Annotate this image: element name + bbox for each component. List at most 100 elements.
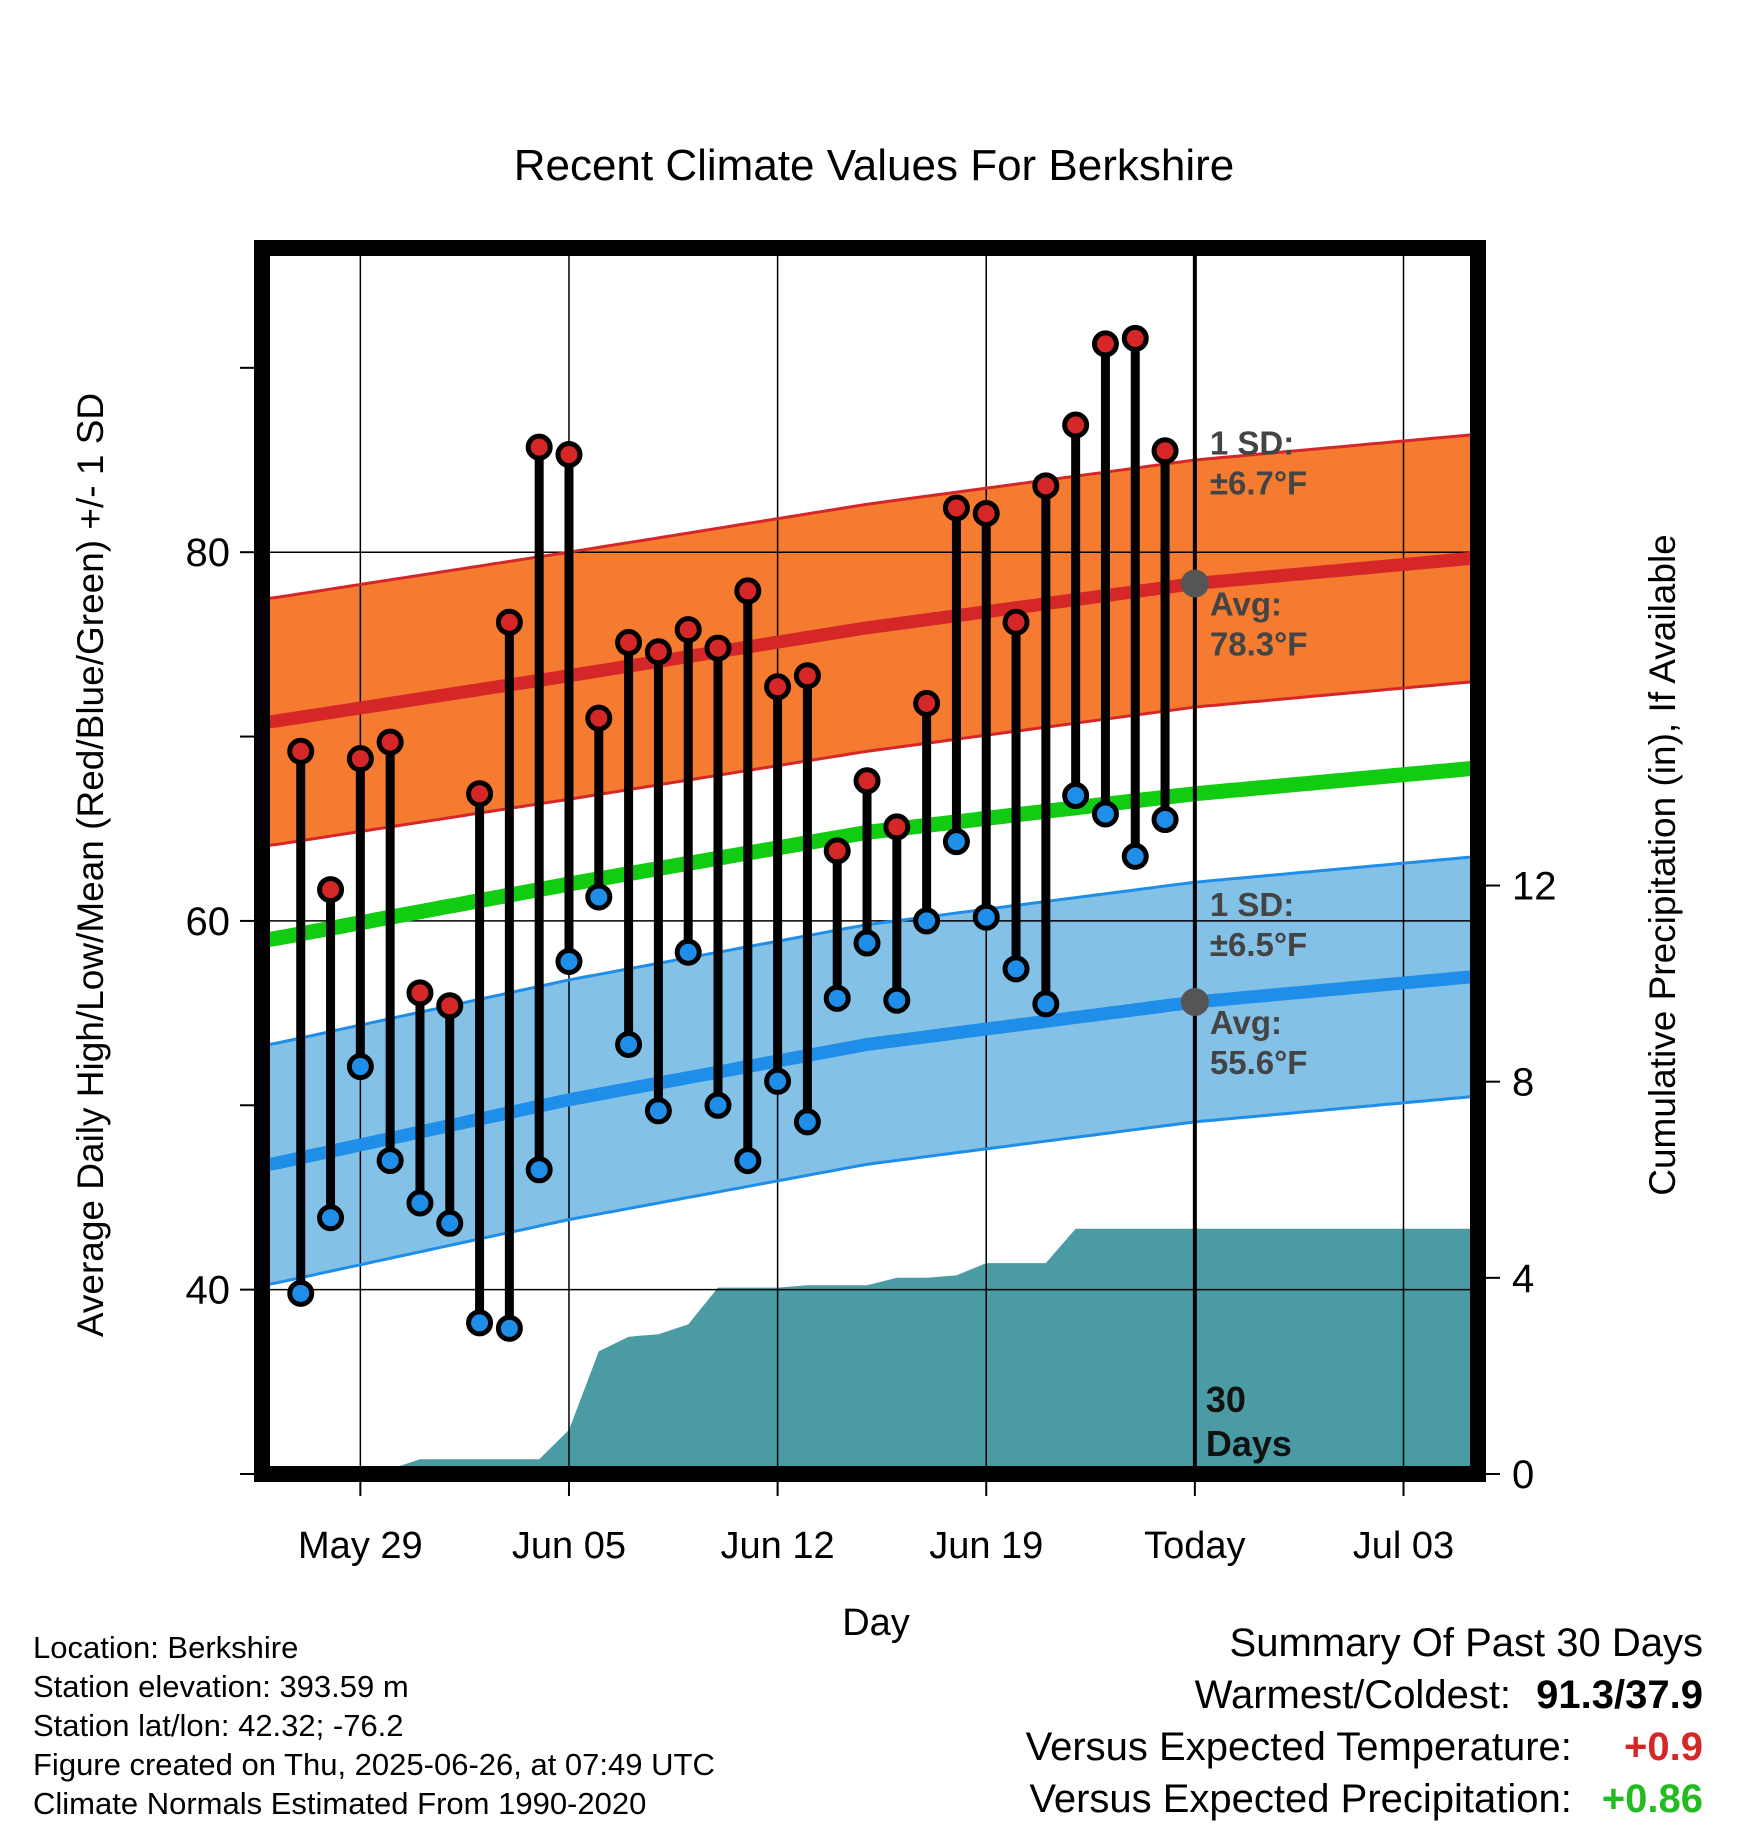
low-point	[674, 938, 702, 966]
precip-value: +0.86	[1601, 1777, 1703, 1821]
plot-frame	[254, 240, 1486, 1482]
high-point	[823, 837, 851, 865]
high-point	[495, 608, 523, 636]
today-days-label: 30	[1206, 1379, 1246, 1420]
y2-axis-label: Cumulative Precipitation (in), If Availa…	[1642, 534, 1683, 1196]
x-tick-label: Jul 03	[1353, 1525, 1454, 1567]
elevation-text: Station elevation: 393.59 m	[33, 1669, 409, 1704]
low-point	[913, 907, 941, 935]
low-point	[406, 1189, 434, 1217]
low-point	[1062, 782, 1090, 810]
station-info: Location: Berkshire Station elevation: 3…	[33, 1628, 715, 1823]
high-avg-label: Avg:	[1210, 586, 1282, 623]
warm-cold-row: Warmest/Coldest: 91.3/37.9	[1026, 1669, 1703, 1721]
high-point	[704, 634, 732, 662]
x-tick-label: Jun 19	[929, 1525, 1043, 1567]
low-point	[942, 828, 970, 856]
summary-heading: Summary Of Past 30 Days	[1229, 1621, 1703, 1665]
high-point	[525, 433, 553, 461]
high-point	[644, 638, 672, 666]
y-tick-label: 40	[186, 1269, 231, 1313]
precip-area	[270, 1228, 1478, 1474]
normals-text: Climate Normals Estimated From 1990-2020	[33, 1786, 647, 1821]
high-point	[436, 992, 464, 1020]
low-point	[734, 1147, 762, 1175]
y2-tick-label: 0	[1512, 1453, 1534, 1497]
low-point	[1091, 800, 1119, 828]
high-point	[287, 737, 315, 765]
y-tick-label: 60	[186, 900, 231, 944]
low-point	[1032, 990, 1060, 1018]
high-point	[406, 979, 434, 1007]
y2-tick-label: 8	[1512, 1061, 1534, 1105]
high-point	[764, 673, 792, 701]
x-tick-label: Jun 05	[512, 1525, 626, 1567]
high-point	[972, 499, 1000, 527]
high-normal-line	[262, 551, 1478, 729]
low-sd-value: ±6.5°F	[1210, 926, 1307, 963]
high-sd-lower-edge	[262, 679, 1477, 847]
low-normal-line	[262, 969, 1478, 1171]
low-point	[1151, 806, 1179, 834]
low-point	[317, 1204, 345, 1232]
temp-label: Versus Expected Temperature:	[1025, 1725, 1572, 1769]
temp-value: +0.9	[1624, 1725, 1703, 1769]
high-sd-value: ±6.7°F	[1210, 465, 1307, 502]
low-point	[793, 1108, 821, 1136]
plot-interior	[262, 248, 1478, 1474]
high-point	[346, 745, 374, 773]
summary-panel: Summary Of Past 30 Days Warmest/Coldest:…	[1026, 1617, 1703, 1825]
location-text: Location: Berkshire	[33, 1630, 299, 1665]
low-point	[346, 1053, 374, 1081]
warm-cold-value: 91.3/37.9	[1536, 1673, 1703, 1717]
low-point	[972, 903, 1000, 931]
low-sd-lower-edge	[262, 1094, 1477, 1286]
high-sd-upper-edge	[262, 432, 1477, 600]
high-point	[1002, 608, 1030, 636]
x-tick-label: Today	[1144, 1525, 1245, 1567]
high-point	[585, 704, 613, 732]
low-avg-label: Avg:	[1210, 1004, 1282, 1041]
low-point	[853, 929, 881, 957]
x-tick-label: Jun 12	[721, 1525, 835, 1567]
precip-row: Versus Expected Precipitation: +0.86	[1026, 1773, 1703, 1825]
high-point	[913, 689, 941, 717]
today-days-label: Days	[1206, 1423, 1292, 1464]
high-point	[1062, 411, 1090, 439]
x-axis-label: Day	[842, 1602, 910, 1644]
created-text: Figure created on Thu, 2025-06-26, at 07…	[33, 1747, 715, 1782]
high-point	[793, 662, 821, 690]
precip-label: Versus Expected Precipitation:	[1029, 1777, 1572, 1821]
warm-cold-label: Warmest/Coldest:	[1194, 1673, 1512, 1717]
low-point	[525, 1156, 553, 1184]
high-point	[615, 629, 643, 657]
low-point	[436, 1209, 464, 1237]
high-point	[317, 876, 345, 904]
low-point	[495, 1314, 523, 1342]
high-point	[883, 813, 911, 841]
low-point	[287, 1279, 315, 1307]
low-point	[555, 947, 583, 975]
high-point	[1151, 437, 1179, 465]
y-tick-label: 80	[186, 531, 231, 575]
high-point	[376, 728, 404, 756]
y2-tick-label: 4	[1512, 1257, 1534, 1301]
low-avg-today-dot	[1180, 988, 1209, 1017]
low-point	[704, 1091, 732, 1119]
high-point	[1091, 330, 1119, 358]
low-point	[376, 1147, 404, 1175]
low-point	[466, 1309, 494, 1337]
high-point	[853, 767, 881, 795]
y2-tick-label: 12	[1512, 865, 1557, 909]
low-point	[585, 883, 613, 911]
chart-title: Recent Climate Values For Berkshire	[514, 141, 1235, 190]
high-point	[1032, 472, 1060, 500]
high-sd-label: 1 SD:	[1210, 425, 1294, 462]
low-sd-label: 1 SD:	[1210, 886, 1294, 923]
low-point	[883, 986, 911, 1014]
low-point	[1121, 842, 1149, 870]
low-point	[644, 1097, 672, 1125]
latlon-text: Station lat/lon: 42.32; -76.2	[33, 1708, 404, 1743]
